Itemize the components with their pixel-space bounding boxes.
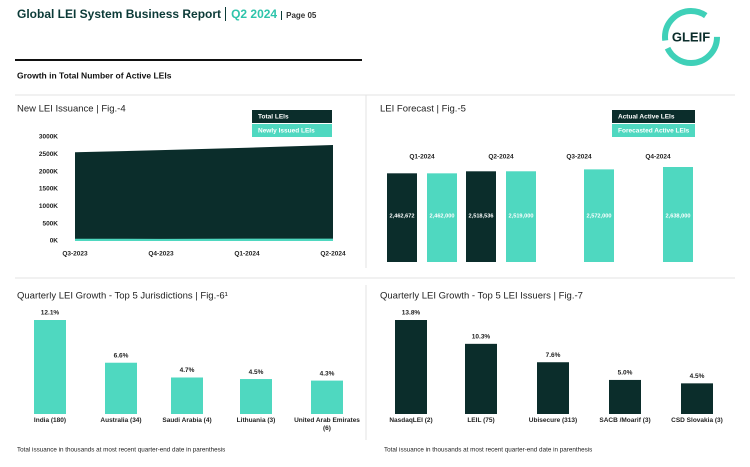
- x-tick-label: Q3-2023: [62, 251, 88, 258]
- legend-swatch: [252, 124, 332, 137]
- report-period: Q2 2024: [225, 7, 278, 21]
- legend-label: Newly Issued LEIs: [258, 128, 315, 135]
- bar: [609, 379, 641, 414]
- value-label: 2,518,536: [469, 213, 494, 219]
- x-tick-label: LEIL (75): [467, 417, 495, 424]
- footnote: Total issuance in thousands at most rece…: [384, 447, 592, 454]
- bar: [171, 377, 203, 414]
- x-tick-label: Q2-2024: [488, 154, 514, 161]
- legend-label: Actual Active LEIs: [618, 114, 675, 121]
- bar: [387, 173, 417, 262]
- legend-swatch: [612, 124, 695, 137]
- area: [75, 144, 333, 241]
- value-label: 2,519,000: [509, 213, 534, 219]
- footnote: Total issuance in thousands at most rece…: [17, 447, 225, 454]
- y-tick-label: 500K: [42, 220, 58, 227]
- y-tick-label: 2500K: [39, 151, 58, 158]
- value-label: 6.6%: [114, 352, 129, 359]
- bar: [681, 383, 713, 414]
- y-tick-label: 1000K: [39, 203, 58, 210]
- area: [75, 238, 333, 241]
- value-label: 5.0%: [618, 370, 633, 377]
- value-label: 4.7%: [180, 367, 195, 374]
- x-tick-label: Q2-2024: [320, 251, 346, 258]
- value-label: 2,572,000: [587, 213, 612, 219]
- value-label: 13.8%: [402, 310, 421, 317]
- x-tick-label: United Arab Emirates (6): [294, 417, 360, 432]
- x-tick-label: Q1-2024: [234, 251, 260, 258]
- y-tick-label: 3000K: [39, 134, 58, 141]
- chart-title: LEI Forecast | Fig.-5: [380, 104, 466, 115]
- bar: [240, 379, 272, 414]
- x-tick-label: Australia (34): [100, 417, 142, 424]
- value-label: 10.3%: [472, 334, 491, 341]
- legend-swatch: [612, 110, 695, 123]
- report-title: Global LEI System Business Report: [17, 7, 222, 21]
- x-tick-label: Ubisecure (313): [528, 417, 578, 424]
- legend-label: Total LEIs: [258, 114, 289, 121]
- x-tick-label: NasdaqLEI (2): [389, 417, 433, 424]
- bar: [311, 380, 343, 414]
- bar: [34, 320, 66, 414]
- value-label: 2,462,000: [430, 213, 455, 219]
- bar: [506, 171, 536, 262]
- chart-title: New LEI Issuance | Fig.-4: [17, 104, 126, 115]
- bar: [395, 320, 427, 414]
- value-label: 2,462,672: [390, 213, 415, 219]
- bar: [427, 173, 457, 262]
- logo-ring: [662, 8, 720, 66]
- value-label: 12.1%: [41, 310, 60, 317]
- bar: [584, 169, 614, 262]
- x-tick-label: Q3-2024: [566, 154, 592, 161]
- bar: [105, 362, 137, 414]
- y-tick-label: 1500K: [39, 186, 58, 193]
- value-label: 4.5%: [690, 373, 705, 380]
- bar: [465, 343, 497, 414]
- legend-swatch: [252, 110, 332, 123]
- bar: [663, 167, 693, 262]
- logo: GLEIF: [662, 8, 720, 66]
- x-tick-label: CSD Slovakia (3): [671, 417, 723, 424]
- value-label: 2,638,000: [666, 213, 691, 219]
- page-number: Page 05: [281, 11, 317, 20]
- y-tick-label: 0K: [50, 238, 59, 245]
- bar: [537, 362, 569, 414]
- section-title: Growth in Total Number of Active LEIs: [17, 70, 172, 80]
- value-label: 7.6%: [546, 352, 561, 359]
- report-header: Global LEI System Business Report Q2 2024…: [17, 7, 317, 21]
- x-tick-label: Q1-2024: [409, 154, 435, 161]
- chart-title: Quarterly LEI Growth - Top 5 Jurisdictio…: [17, 291, 228, 302]
- logo-text: GLEIF: [672, 29, 710, 44]
- x-tick-label: Q4-2024: [645, 154, 671, 161]
- y-tick-label: 2000K: [39, 168, 58, 175]
- chart-title: Quarterly LEI Growth - Top 5 LEI Issuers…: [380, 291, 583, 302]
- x-tick-label: SACB /Moarif (3): [599, 417, 651, 424]
- x-tick-label: Q4-2023: [148, 251, 174, 258]
- value-label: 4.3%: [320, 370, 335, 377]
- legend-label: Forecasted Active LEIs: [618, 128, 690, 135]
- value-label: 4.5%: [249, 369, 264, 376]
- x-tick-label: Lithuania (3): [236, 417, 276, 424]
- x-tick-label: Saudi Arabia (4): [162, 417, 212, 424]
- bar: [466, 171, 496, 262]
- x-tick-label: India (180): [33, 417, 67, 424]
